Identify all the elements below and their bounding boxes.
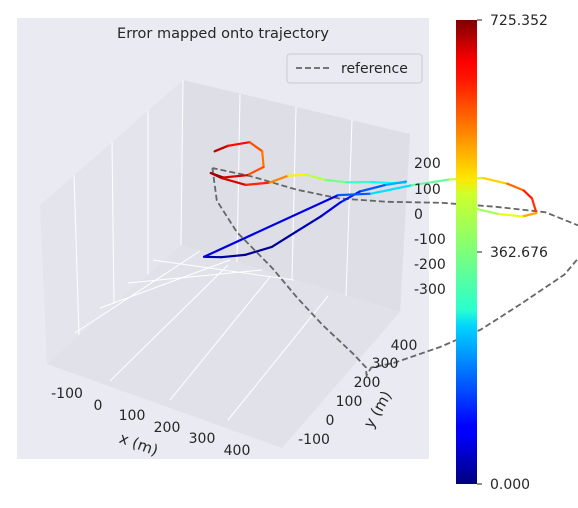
z-tick-label: -200	[414, 257, 446, 273]
trajectory-segment-12	[305, 173, 327, 181]
trajectory-segment-36	[521, 211, 538, 218]
grid-line-3	[345, 119, 353, 297]
pane-grid	[73, 79, 353, 421]
trajectory-segment-29	[369, 184, 414, 195]
trajectory-segment-30	[410, 178, 452, 187]
grid-line-4	[73, 174, 80, 336]
trajectory-segment-13	[324, 178, 349, 184]
trajectory-segment-34	[522, 189, 534, 200]
y-tick-label: 200	[354, 375, 381, 391]
trajectory-segment-25	[220, 253, 247, 259]
trajectory-segment-10	[268, 174, 290, 184]
z-tick-label: -100	[414, 232, 446, 248]
trajectory-segment-0	[213, 144, 230, 153]
grid-line-0	[180, 79, 184, 246]
trajectory-segment-28	[337, 192, 373, 197]
trajectory-segment-3	[261, 150, 265, 169]
grid-line-12	[169, 276, 271, 401]
trajectory-segment-21	[319, 201, 342, 218]
y-tick-label: 300	[372, 356, 399, 372]
z-tick-label: -300	[414, 282, 446, 298]
x-tick-label: -100	[51, 386, 83, 402]
legend: reference	[286, 53, 423, 84]
trajectory-segment-22	[295, 215, 323, 233]
y-tick-label: -100	[298, 432, 330, 448]
trajectory-segment-37	[496, 212, 524, 218]
grid-line-7	[74, 250, 201, 334]
grid-line-1	[236, 93, 241, 263]
y-tick-label: 0	[326, 413, 335, 429]
legend-box	[286, 53, 423, 84]
colorbar-label-max: 725.352	[490, 13, 548, 29]
grid-line-13	[227, 295, 329, 421]
trajectory-segment-1	[226, 141, 251, 147]
trajectory-segment-11	[287, 173, 308, 177]
trajectory-segment-5	[222, 174, 249, 179]
grid-line-11	[109, 264, 229, 382]
trajectory-segment-38	[471, 207, 499, 215]
x-tick-label: 100	[119, 408, 146, 424]
colorbar	[456, 20, 477, 484]
trajectory-segment-9	[244, 181, 271, 186]
trajectory-segment-35	[530, 197, 538, 215]
trajectory-segment-4	[246, 165, 265, 177]
trajectory-segment-19	[358, 184, 386, 193]
trajectory-segment-2	[248, 141, 264, 153]
trajectory-segment-32	[481, 176, 509, 185]
trajectory-segment-27	[203, 194, 340, 258]
colorbar-label-mid: 362.676	[490, 245, 548, 261]
legend-reference-label: reference	[341, 61, 408, 77]
chart-title: Error mapped onto trajectory	[117, 26, 329, 42]
x-tick-label: 200	[154, 420, 181, 436]
y-tick-label: 100	[336, 394, 363, 410]
reference-series	[211, 167, 578, 379]
trajectory-segment-33	[506, 182, 525, 192]
reference-path	[211, 167, 578, 379]
trajectory-segment-23	[270, 230, 298, 248]
y-tick-label: 400	[391, 338, 418, 354]
trajectory-series	[203, 141, 538, 259]
x-tick-label: 400	[224, 443, 251, 459]
trajectory-segment-24	[243, 245, 273, 256]
pane-right	[181, 80, 410, 312]
z-tick-label: 200	[414, 156, 441, 172]
z-tick-label: 0	[414, 207, 423, 223]
x-tick-label: 0	[94, 398, 103, 414]
z-tick-label: 100	[414, 182, 441, 198]
trajectory-segment-7	[209, 171, 224, 180]
pane-left	[40, 80, 183, 364]
tick-labels: -1000100200300400-1000100200300400-300-2…	[51, 156, 446, 459]
x-tick-label: 300	[189, 431, 216, 447]
grid-line-2	[291, 106, 297, 280]
pane-floor	[47, 245, 400, 448]
grid-line-5	[111, 141, 115, 305]
trajectory-segment-15	[370, 180, 393, 185]
colorbar-label-min: 0.000	[490, 477, 530, 493]
trajectory-segment-8	[220, 177, 247, 186]
trajectory-segment-18	[383, 180, 408, 187]
